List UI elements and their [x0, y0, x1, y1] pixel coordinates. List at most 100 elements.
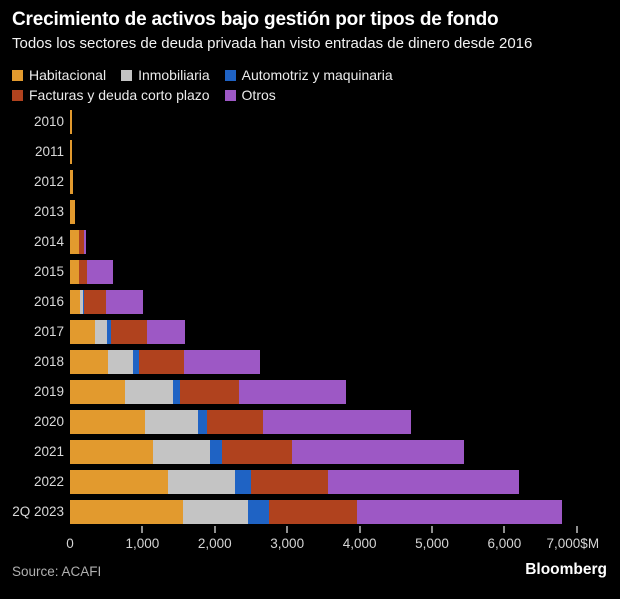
bar-segment-otros — [147, 320, 186, 344]
year-label: 2020 — [33, 414, 64, 429]
bar-stack — [70, 350, 261, 374]
bar-stack — [70, 200, 76, 224]
source-note: Source: ACAFI — [12, 564, 102, 579]
bar-segment-facturas-y-deuda-corto-plazo — [138, 350, 184, 374]
bar-segment-facturas-y-deuda-corto-plazo — [78, 260, 87, 284]
year-label: 2019 — [33, 384, 64, 399]
bar-segment-habitacional — [70, 260, 79, 284]
axis-tick-label: 2,000 — [197, 536, 232, 551]
bar-segment-inmobiliaria — [153, 440, 211, 464]
bar-segment-inmobiliaria — [108, 350, 133, 374]
chart-subtitle: Todos los sectores de deuda privada han … — [12, 35, 533, 52]
bar-row: 2020 — [0, 410, 620, 434]
bar-row: 2016 — [0, 290, 620, 314]
legend-row: Facturas y deuda corto plazo Otros — [12, 85, 408, 105]
bar-segment-facturas-y-deuda-corto-plazo — [250, 470, 329, 494]
bar-segment-habitacional — [70, 440, 154, 464]
legend-item-otros: Otros — [224, 85, 276, 105]
bar-segment-facturas-y-deuda-corto-plazo — [79, 230, 85, 254]
bar-stack — [70, 110, 72, 134]
legend-row: Habitacional Inmobiliaria Automotriz y maq… — [12, 65, 408, 85]
bar-stack — [70, 440, 464, 464]
axis-tick — [575, 526, 578, 533]
axis-tick — [286, 526, 289, 533]
axis-tick — [503, 526, 506, 533]
bar-stack — [70, 470, 519, 494]
bar-stack — [70, 410, 411, 434]
bar-segment-facturas-y-deuda-corto-plazo — [269, 500, 358, 524]
legend-item-automotriz-y-maquinaria: Automotriz y maquinaria — [224, 65, 393, 85]
bar-segment-inmobiliaria — [144, 410, 198, 434]
axis-tick-label: 3,000 — [270, 536, 305, 551]
bar-segment-facturas-y-deuda-corto-plazo — [84, 290, 107, 314]
bar-stack — [70, 500, 563, 524]
legend-item-facturas-y-deuda-corto-plazo: Facturas y deuda corto plazo — [12, 85, 210, 105]
bar-row: 2021 — [0, 440, 620, 464]
bar-segment-otros — [86, 260, 114, 284]
legend-swatch-facturas-y-deuda-corto-plazo — [12, 90, 23, 101]
bar-segment-automotriz-y-maquinaria — [82, 290, 85, 314]
bar-row: 2014 — [0, 230, 620, 254]
year-label: 2021 — [33, 444, 64, 459]
bar-segment-habitacional — [70, 320, 95, 344]
axis-tick-label: 7,000$M — [546, 536, 600, 551]
page-title: Crecimiento de activos bajo gestión por … — [12, 9, 499, 30]
bar-segment-inmobiliaria — [168, 470, 236, 494]
year-label: 2016 — [33, 294, 64, 309]
bar-segment-habitacional — [70, 380, 126, 404]
bar-segment-automotriz-y-maquinaria — [248, 500, 270, 524]
bar-segment-otros — [184, 350, 261, 374]
bar-row: 2019 — [0, 380, 620, 404]
year-label: 2015 — [33, 264, 64, 279]
bar-segment-habitacional — [70, 350, 109, 374]
legend-label: Automotriz y maquinaria — [241, 67, 393, 83]
axis-tick-label: 4,000 — [342, 536, 377, 551]
bar-segment-inmobiliaria — [94, 320, 107, 344]
bar-row: 2015 — [0, 260, 620, 284]
bar-segment-inmobiliaria — [80, 290, 83, 314]
axis-tick-label: 6,000 — [487, 536, 522, 551]
legend-swatch-automotriz-y-maquinaria — [224, 70, 236, 81]
year-label: 2012 — [33, 174, 64, 189]
axis-tick-label: 0 — [66, 536, 74, 551]
bar-segment-otros — [357, 500, 563, 524]
bar-segment-facturas-y-deuda-corto-plazo — [110, 320, 148, 344]
bar-stack — [70, 290, 143, 314]
bar-segment-habitacional — [70, 500, 183, 524]
bar-segment-facturas-y-deuda-corto-plazo — [222, 440, 292, 464]
axis-tick-label: 1,000 — [125, 536, 160, 551]
bar-stack — [70, 380, 346, 404]
bar-segment-habitacional — [70, 470, 169, 494]
year-label: 2017 — [33, 324, 64, 339]
bloomberg-logo: Bloomberg — [525, 561, 607, 578]
bar-stack — [70, 170, 74, 194]
bar-segment-automotriz-y-maquinaria — [197, 410, 207, 434]
bar-segment-habitacional — [70, 200, 76, 224]
bar-segment-habitacional — [70, 170, 74, 194]
bar-row: 2022 — [0, 470, 620, 494]
legend: Habitacional Inmobiliaria Automotriz y maq… — [12, 65, 408, 105]
bar-stack — [70, 140, 72, 164]
year-label: 2011 — [34, 144, 64, 159]
bar-row: 2017 — [0, 320, 620, 344]
year-label: 2010 — [33, 114, 64, 129]
legend-item-inmobiliaria: Inmobiliaria — [121, 65, 210, 85]
bar-segment-habitacional — [70, 230, 80, 254]
year-label: 2Q 2023 — [12, 504, 64, 519]
bar-segment-otros — [106, 290, 143, 314]
bar-segment-otros — [328, 470, 519, 494]
bar-segment-habitacional — [70, 290, 81, 314]
bar-row: 2Q 2023 — [0, 500, 620, 524]
year-label: 2022 — [33, 474, 64, 489]
bar-segment-otros — [239, 380, 346, 404]
bar-stack — [70, 320, 186, 344]
bar-segment-facturas-y-deuda-corto-plazo — [206, 410, 263, 434]
bar-segment-automotriz-y-maquinaria — [210, 440, 223, 464]
axis-tick — [141, 526, 144, 533]
axis-tick — [431, 526, 433, 533]
bar-segment-inmobiliaria — [182, 500, 249, 524]
axis-tick-label: 5,000 — [415, 536, 449, 551]
bar-segment-automotriz-y-maquinaria — [235, 470, 251, 494]
bar-segment-otros — [84, 230, 87, 254]
